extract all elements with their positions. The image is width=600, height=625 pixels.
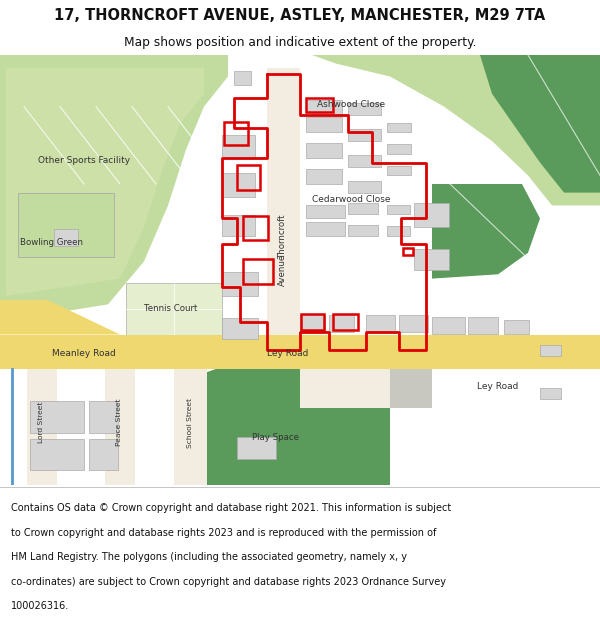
- Bar: [504, 320, 529, 334]
- Polygon shape: [267, 68, 300, 369]
- Bar: [540, 345, 561, 356]
- Bar: [306, 169, 342, 184]
- Bar: [468, 318, 498, 334]
- Bar: [387, 166, 411, 176]
- Bar: [387, 226, 410, 236]
- Bar: [348, 155, 381, 167]
- Polygon shape: [432, 184, 540, 279]
- Text: 100026316.: 100026316.: [11, 601, 69, 611]
- Text: Peace Street: Peace Street: [116, 399, 122, 446]
- Text: School Street: School Street: [187, 398, 193, 448]
- Bar: [348, 129, 381, 141]
- Bar: [540, 388, 561, 399]
- Text: Lord Street: Lord Street: [38, 402, 44, 443]
- Bar: [89, 439, 118, 470]
- Bar: [348, 225, 378, 236]
- Text: Tennis Court: Tennis Court: [145, 304, 197, 313]
- Bar: [306, 98, 333, 112]
- Polygon shape: [0, 300, 120, 334]
- Text: Ley Road: Ley Road: [268, 349, 308, 358]
- Text: co-ordinates) are subject to Crown copyright and database rights 2023 Ordnance S: co-ordinates) are subject to Crown copyr…: [11, 577, 446, 587]
- Text: to Crown copyright and database rights 2023 and is reproduced with the permissio: to Crown copyright and database rights 2…: [11, 528, 436, 538]
- Polygon shape: [126, 283, 222, 334]
- Bar: [333, 314, 358, 330]
- Bar: [387, 204, 410, 214]
- Bar: [54, 229, 78, 246]
- Bar: [348, 181, 381, 192]
- Polygon shape: [180, 364, 390, 485]
- Bar: [222, 272, 258, 296]
- Text: Map shows position and indicative extent of the property.: Map shows position and indicative extent…: [124, 36, 476, 49]
- Bar: [306, 142, 342, 158]
- Polygon shape: [105, 369, 135, 485]
- Bar: [399, 315, 428, 332]
- Bar: [348, 103, 381, 115]
- Text: Thorncroft: Thorncroft: [277, 213, 287, 258]
- Bar: [243, 216, 268, 240]
- Text: 17, THORNCROFT AVENUE, ASTLEY, MANCHESTER, M29 7TA: 17, THORNCROFT AVENUE, ASTLEY, MANCHESTE…: [55, 8, 545, 23]
- Bar: [222, 318, 258, 339]
- Text: Ley Road: Ley Road: [478, 382, 518, 391]
- Bar: [366, 315, 395, 332]
- Polygon shape: [6, 68, 204, 296]
- Bar: [403, 248, 413, 255]
- Polygon shape: [18, 192, 114, 257]
- Text: Play Space: Play Space: [253, 433, 299, 442]
- Polygon shape: [312, 55, 600, 206]
- Text: HM Land Registry. The polygons (including the associated geometry, namely x, y: HM Land Registry. The polygons (includin…: [11, 552, 407, 562]
- Bar: [306, 222, 345, 236]
- Bar: [306, 117, 342, 132]
- Bar: [348, 203, 378, 214]
- Text: Cedarwood Close: Cedarwood Close: [312, 194, 390, 204]
- Bar: [30, 439, 84, 470]
- Bar: [222, 215, 255, 236]
- Bar: [234, 71, 251, 85]
- Bar: [387, 144, 411, 154]
- Bar: [224, 122, 248, 145]
- Polygon shape: [0, 55, 228, 322]
- Bar: [414, 249, 449, 270]
- Bar: [237, 164, 260, 191]
- Text: Meanley Road: Meanley Road: [52, 349, 116, 358]
- Bar: [387, 123, 411, 132]
- Bar: [243, 259, 273, 284]
- Text: Avenue: Avenue: [277, 254, 287, 286]
- Polygon shape: [480, 55, 600, 192]
- Text: Contains OS data © Crown copyright and database right 2021. This information is : Contains OS data © Crown copyright and d…: [11, 503, 451, 513]
- Bar: [222, 134, 255, 158]
- Bar: [222, 173, 255, 197]
- Bar: [306, 204, 345, 218]
- Polygon shape: [390, 356, 432, 408]
- Bar: [30, 401, 84, 433]
- Bar: [89, 401, 118, 433]
- Bar: [432, 318, 465, 334]
- Text: Other Sports Facility: Other Sports Facility: [38, 156, 130, 165]
- Polygon shape: [0, 334, 600, 369]
- Bar: [237, 437, 276, 459]
- Bar: [306, 100, 342, 115]
- Text: Ashwood Close: Ashwood Close: [317, 100, 385, 109]
- Bar: [414, 203, 449, 227]
- Polygon shape: [300, 369, 390, 408]
- Polygon shape: [174, 369, 207, 485]
- Text: Bowling Green: Bowling Green: [20, 238, 83, 246]
- Bar: [329, 315, 354, 332]
- Bar: [300, 315, 325, 332]
- Polygon shape: [27, 369, 57, 485]
- Bar: [301, 314, 324, 330]
